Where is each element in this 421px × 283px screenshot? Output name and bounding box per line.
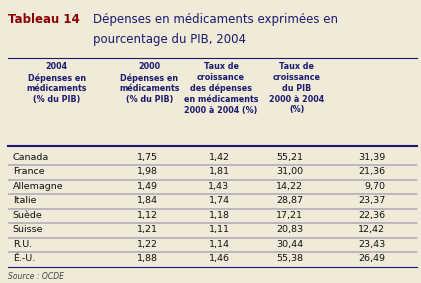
Text: 2004
Dépenses en
médicaments
(% du PIB): 2004 Dépenses en médicaments (% du PIB) (27, 62, 87, 104)
Text: 26,49: 26,49 (358, 254, 385, 263)
Text: 1,84: 1,84 (137, 196, 158, 205)
Text: 14,22: 14,22 (276, 182, 303, 191)
Text: 55,21: 55,21 (276, 153, 303, 162)
Text: Italie: Italie (13, 196, 36, 205)
Text: 1,88: 1,88 (137, 254, 158, 263)
Text: 1,14: 1,14 (208, 240, 229, 249)
Text: 1,98: 1,98 (137, 167, 158, 176)
Text: Taux de
croissance
du PIB
2000 à 2004
(%): Taux de croissance du PIB 2000 à 2004 (%… (269, 62, 325, 114)
Text: 30,44: 30,44 (276, 240, 303, 249)
Text: 1,75: 1,75 (137, 153, 158, 162)
Text: 23,37: 23,37 (358, 196, 385, 205)
Text: Canada: Canada (13, 153, 49, 162)
Text: 1,11: 1,11 (208, 225, 229, 234)
Text: 2000
Dépenses en
médicaments
(% du PIB): 2000 Dépenses en médicaments (% du PIB) (119, 62, 180, 104)
Text: 20,83: 20,83 (276, 225, 303, 234)
Text: 31,00: 31,00 (276, 167, 303, 176)
Text: Tableau 14: Tableau 14 (8, 13, 80, 26)
Text: Suède: Suède (13, 211, 43, 220)
Text: Suisse: Suisse (13, 225, 43, 234)
Text: 1,81: 1,81 (208, 167, 229, 176)
Text: France: France (13, 167, 44, 176)
Text: 22,36: 22,36 (358, 211, 385, 220)
Text: Allemagne: Allemagne (13, 182, 63, 191)
Text: Taux de
croissance
des dépenses
en médicaments
2000 à 2004 (%): Taux de croissance des dépenses en médic… (184, 62, 258, 115)
Text: 23,43: 23,43 (358, 240, 385, 249)
Text: 1,46: 1,46 (208, 254, 229, 263)
Text: É.-U.: É.-U. (13, 254, 35, 263)
Text: Dépenses en médicaments exprimées en: Dépenses en médicaments exprimées en (93, 13, 338, 26)
Text: 28,87: 28,87 (276, 196, 303, 205)
Text: R.U.: R.U. (13, 240, 32, 249)
Text: 1,42: 1,42 (208, 153, 229, 162)
Text: 1,49: 1,49 (137, 182, 158, 191)
Text: 1,22: 1,22 (137, 240, 158, 249)
Text: 21,36: 21,36 (358, 167, 385, 176)
Text: 9,70: 9,70 (364, 182, 385, 191)
Text: 55,38: 55,38 (276, 254, 303, 263)
Text: Source : OCDE: Source : OCDE (8, 272, 64, 281)
Text: 1,74: 1,74 (208, 196, 229, 205)
Text: pourcentage du PIB, 2004: pourcentage du PIB, 2004 (93, 33, 245, 46)
Text: 31,39: 31,39 (358, 153, 385, 162)
Text: 1,43: 1,43 (208, 182, 229, 191)
Text: 17,21: 17,21 (276, 211, 303, 220)
Text: 1,21: 1,21 (137, 225, 158, 234)
Text: 1,12: 1,12 (137, 211, 158, 220)
Text: 12,42: 12,42 (358, 225, 385, 234)
Text: 1,18: 1,18 (208, 211, 229, 220)
